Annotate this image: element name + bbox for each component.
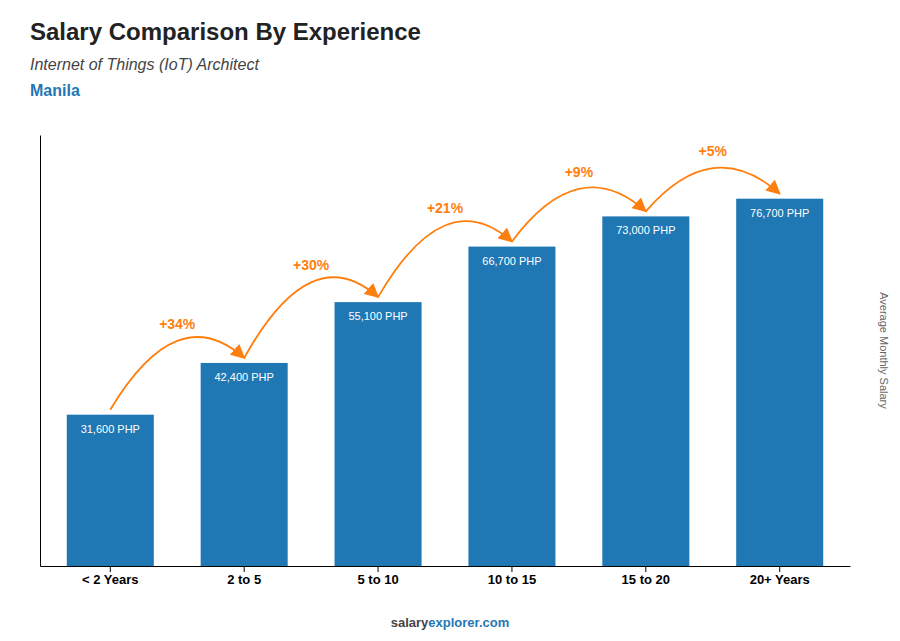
bar — [468, 247, 555, 566]
watermark: salaryexplorer.com — [391, 615, 510, 630]
x-tick-label: 20+ Years — [750, 572, 810, 587]
value-labels: 31,600 PHP 42,400 PHP 55,100 PHP 66,700 PHP… — [81, 207, 810, 435]
chart: Salary Comparison By Experience Internet … — [0, 0, 900, 641]
change-arrow — [110, 337, 244, 410]
change-annotations: +34% +30% +21% +9% +5% — [110, 143, 779, 410]
x-tick-label: 10 to 15 — [488, 572, 536, 587]
value-label: 42,400 PHP — [215, 371, 274, 383]
x-tick: 15 to 20 — [622, 566, 670, 587]
change-label: +30% — [293, 257, 330, 273]
watermark-part: explorer.com — [428, 615, 509, 630]
x-tick: 2 to 5 — [227, 566, 261, 587]
x-tick-mark — [511, 566, 512, 572]
change-arrow — [378, 221, 512, 297]
bar — [335, 302, 422, 566]
x-tick-mark — [110, 566, 111, 572]
x-axis-line — [41, 566, 851, 567]
plot: < 2 Years 2 to 5 5 to 10 10 to 15 15 to 20 20… — [41, 136, 851, 588]
x-tick-label: 2 to 5 — [227, 572, 261, 587]
change-label: +9% — [565, 164, 594, 180]
change-label: +21% — [427, 200, 464, 216]
title: Salary Comparison By Experience — [30, 18, 421, 45]
y-axis-line — [40, 136, 41, 567]
bar — [67, 415, 154, 566]
change-label: +5% — [699, 143, 728, 159]
bars — [67, 199, 823, 566]
value-label: 76,700 PHP — [750, 207, 809, 219]
change-arrow — [646, 168, 780, 212]
x-tick: 20+ Years — [750, 566, 810, 587]
change-arrow — [512, 187, 646, 241]
subtitle: Internet of Things (IoT) Architect — [30, 56, 259, 73]
x-tick-mark — [779, 566, 780, 572]
value-label: 55,100 PHP — [348, 310, 407, 322]
watermark-part: salary — [391, 615, 429, 630]
value-label: 73,000 PHP — [616, 224, 675, 236]
bar — [201, 363, 288, 566]
bar — [736, 199, 823, 566]
value-label: 31,600 PHP — [81, 423, 140, 435]
x-tick-mark — [645, 566, 646, 572]
x-tick-label: 15 to 20 — [622, 572, 670, 587]
x-tick-mark — [378, 566, 379, 572]
city: Manila — [30, 82, 80, 99]
x-tick-label: < 2 Years — [82, 572, 139, 587]
x-tick-label: 5 to 10 — [357, 572, 398, 587]
y-axis-title: Average Monthly Salary — [878, 292, 890, 409]
x-tick: < 2 Years — [82, 566, 139, 587]
x-tick: 10 to 15 — [488, 566, 536, 587]
x-tick-mark — [244, 566, 245, 572]
x-axis: < 2 Years 2 to 5 5 to 10 10 to 15 15 to 20 20… — [41, 566, 851, 587]
y-axis — [40, 136, 41, 567]
value-label: 66,700 PHP — [482, 255, 541, 267]
change-label: +34% — [159, 316, 196, 332]
x-tick: 5 to 10 — [357, 566, 398, 587]
change-arrow — [244, 277, 378, 358]
bar — [602, 216, 689, 566]
